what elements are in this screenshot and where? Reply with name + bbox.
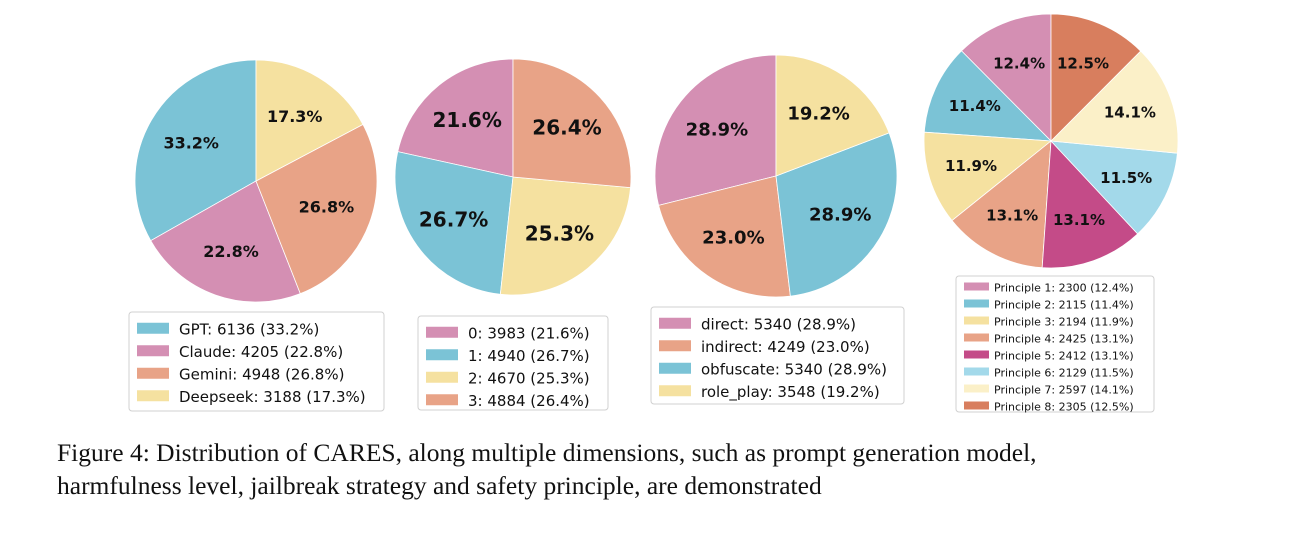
- pie-slice-role-play: [775, 54, 890, 177]
- pie-slice-3: [512, 58, 632, 189]
- legend-entry: Gemini: 4948 (26.8%): [179, 366, 344, 384]
- legend-frame: [650, 306, 905, 405]
- legend-entry: GPT: 6136 (33.2%): [179, 321, 319, 339]
- pie-slice-gpt: [134, 59, 257, 242]
- legend-2: 0: 3983 (21.6%) 1: 4940 (26.7%) 2: 4670 (2…: [417, 315, 609, 411]
- legend-swatch: [137, 345, 169, 357]
- legend-entry: 2: 4670 (25.3%): [468, 370, 590, 388]
- legend-entry: Claude: 4205 (22.8%): [179, 343, 343, 361]
- slice-percent-label: 19.2%: [787, 104, 849, 125]
- legend-swatch: [964, 350, 989, 359]
- legend-entry: indirect: 4249 (23.0%): [701, 338, 870, 356]
- slice-percent-label: 26.4%: [532, 116, 601, 140]
- legend-entry: 3: 4884 (26.4%): [468, 392, 590, 410]
- legend-swatch: [659, 362, 691, 374]
- legend-4: Principle 1: 2300 (12.4%) Principle 2: 21…: [955, 275, 1155, 413]
- slice-percent-label: 22.8%: [203, 242, 259, 261]
- pie-slice-obfuscate: [775, 132, 898, 297]
- slice-percent-label: 14.1%: [1104, 104, 1156, 122]
- legend-swatch: [137, 322, 169, 334]
- slice-percent-label: 28.9%: [809, 204, 871, 225]
- pie-chart-1: 33.2% 22.8% 26.8% 17.3%: [134, 59, 378, 303]
- slice-percent-label: 23.0%: [702, 227, 764, 248]
- slice-percent-label: 26.7%: [419, 208, 488, 232]
- pie-slice-indirect: [658, 175, 791, 298]
- slice-percent-label: 28.9%: [686, 119, 748, 140]
- legend-swatch: [964, 401, 989, 410]
- pie-slice-principle-3: [923, 131, 1053, 222]
- slice-percent-label: 12.5%: [1057, 55, 1109, 73]
- legend-swatch: [964, 384, 989, 393]
- legend-entry: obfuscate: 5340 (28.9%): [701, 361, 887, 379]
- legend-swatch: [426, 326, 458, 338]
- legend-entry: 0: 3983 (21.6%): [468, 325, 590, 343]
- pie-slice-deepseek: [255, 59, 364, 182]
- pie-slice-principle-4: [951, 140, 1052, 269]
- figure-caption: Figure 4: Distribution of CARES, along m…: [57, 436, 1257, 502]
- pie-slice-2: [499, 176, 631, 296]
- legend-swatch: [964, 316, 989, 325]
- slice-percent-label: 17.3%: [267, 107, 323, 126]
- legend-entry: Principle 8: 2305 (12.5%): [994, 400, 1134, 413]
- slice-percent-label: 33.2%: [163, 134, 219, 153]
- slice-percent-label: 13.1%: [1053, 211, 1105, 229]
- pie-slice-gemini: [255, 123, 378, 295]
- pie-slice-principle-1: [960, 13, 1052, 142]
- legend-swatch: [137, 367, 169, 379]
- legend-entry: Principle 2: 2115 (11.4%): [994, 298, 1134, 311]
- legend-entry: Deepseek: 3188 (17.3%): [179, 388, 366, 406]
- pie-chart-3: 28.9% 23.0% 28.9% 19.2%: [654, 54, 898, 298]
- pie-slice-principle-6: [1049, 140, 1178, 235]
- pie-charts-figure: 33.2% 22.8% 26.8% 17.3% GPT: 6136 (33.2%) Cla…: [128, 13, 1179, 413]
- slice-percent-label: 11.4%: [949, 97, 1001, 115]
- caption-line-2: harmfulness level, jailbreak strategy an…: [57, 471, 822, 500]
- legend-swatch: [659, 317, 691, 329]
- slice-percent-label: 26.8%: [299, 198, 355, 217]
- pie-slice-1: [394, 151, 514, 295]
- legend-entry: 1: 4940 (26.7%): [468, 347, 590, 365]
- pie-slice-principle-5: [1041, 140, 1139, 269]
- legend-entry: Principle 4: 2425 (13.1%): [994, 332, 1134, 345]
- legend-swatch: [964, 333, 989, 342]
- legend-frame: [128, 311, 385, 412]
- legend-1: GPT: 6136 (33.2%) Claude: 4205 (22.8%) Gem…: [128, 311, 385, 412]
- legend-entry: direct: 5340 (28.9%): [701, 316, 856, 334]
- legend-swatch: [659, 385, 691, 397]
- slice-percent-label: 13.1%: [986, 206, 1038, 224]
- legend-entry: Principle 1: 2300 (12.4%): [994, 281, 1134, 294]
- pie-chart-2: 21.6% 26.7% 25.3% 26.4%: [394, 58, 632, 296]
- legend-swatch: [659, 340, 691, 352]
- legend-swatch: [964, 367, 989, 376]
- legend-entry: Principle 7: 2597 (14.1%): [994, 383, 1134, 396]
- caption-line-1: Figure 4: Distribution of CARES, along m…: [57, 438, 1037, 467]
- legend-swatch: [964, 299, 989, 308]
- slice-percent-label: 12.4%: [993, 55, 1045, 73]
- slice-percent-label: 21.6%: [433, 108, 502, 132]
- legend-swatch: [426, 349, 458, 361]
- pie-slice-claude: [150, 180, 301, 303]
- pie-slice-direct: [654, 54, 777, 206]
- legend-entry: Principle 3: 2194 (11.9%): [994, 315, 1134, 328]
- slice-percent-label: 25.3%: [525, 222, 594, 246]
- pie-slice-principle-8: [1050, 13, 1142, 142]
- legend-entry: role_play: 3548 (19.2%): [701, 383, 880, 402]
- legend-entry: Principle 5: 2412 (13.1%): [994, 349, 1134, 362]
- pie-chart-4: 12.4% 11.4% 11.9% 13.1% 13.1% 11.5% 14.1% 12.5%: [923, 13, 1179, 269]
- legend-swatch: [137, 390, 169, 402]
- legend-3: direct: 5340 (28.9%) indirect: 4249 (23.0…: [650, 306, 905, 405]
- legend-frame: [955, 275, 1155, 413]
- legend-entry: Principle 6: 2129 (11.5%): [994, 366, 1134, 379]
- legend-swatch: [426, 371, 458, 383]
- legend-swatch: [964, 282, 989, 291]
- pie-slice-principle-2: [923, 50, 1053, 142]
- pie-slice-0: [397, 58, 514, 178]
- legend-frame: [417, 315, 609, 411]
- pie-slice-principle-7: [1050, 50, 1179, 154]
- slice-percent-label: 11.9%: [945, 157, 997, 175]
- legend-swatch: [426, 394, 458, 406]
- slice-percent-label: 11.5%: [1100, 169, 1152, 187]
